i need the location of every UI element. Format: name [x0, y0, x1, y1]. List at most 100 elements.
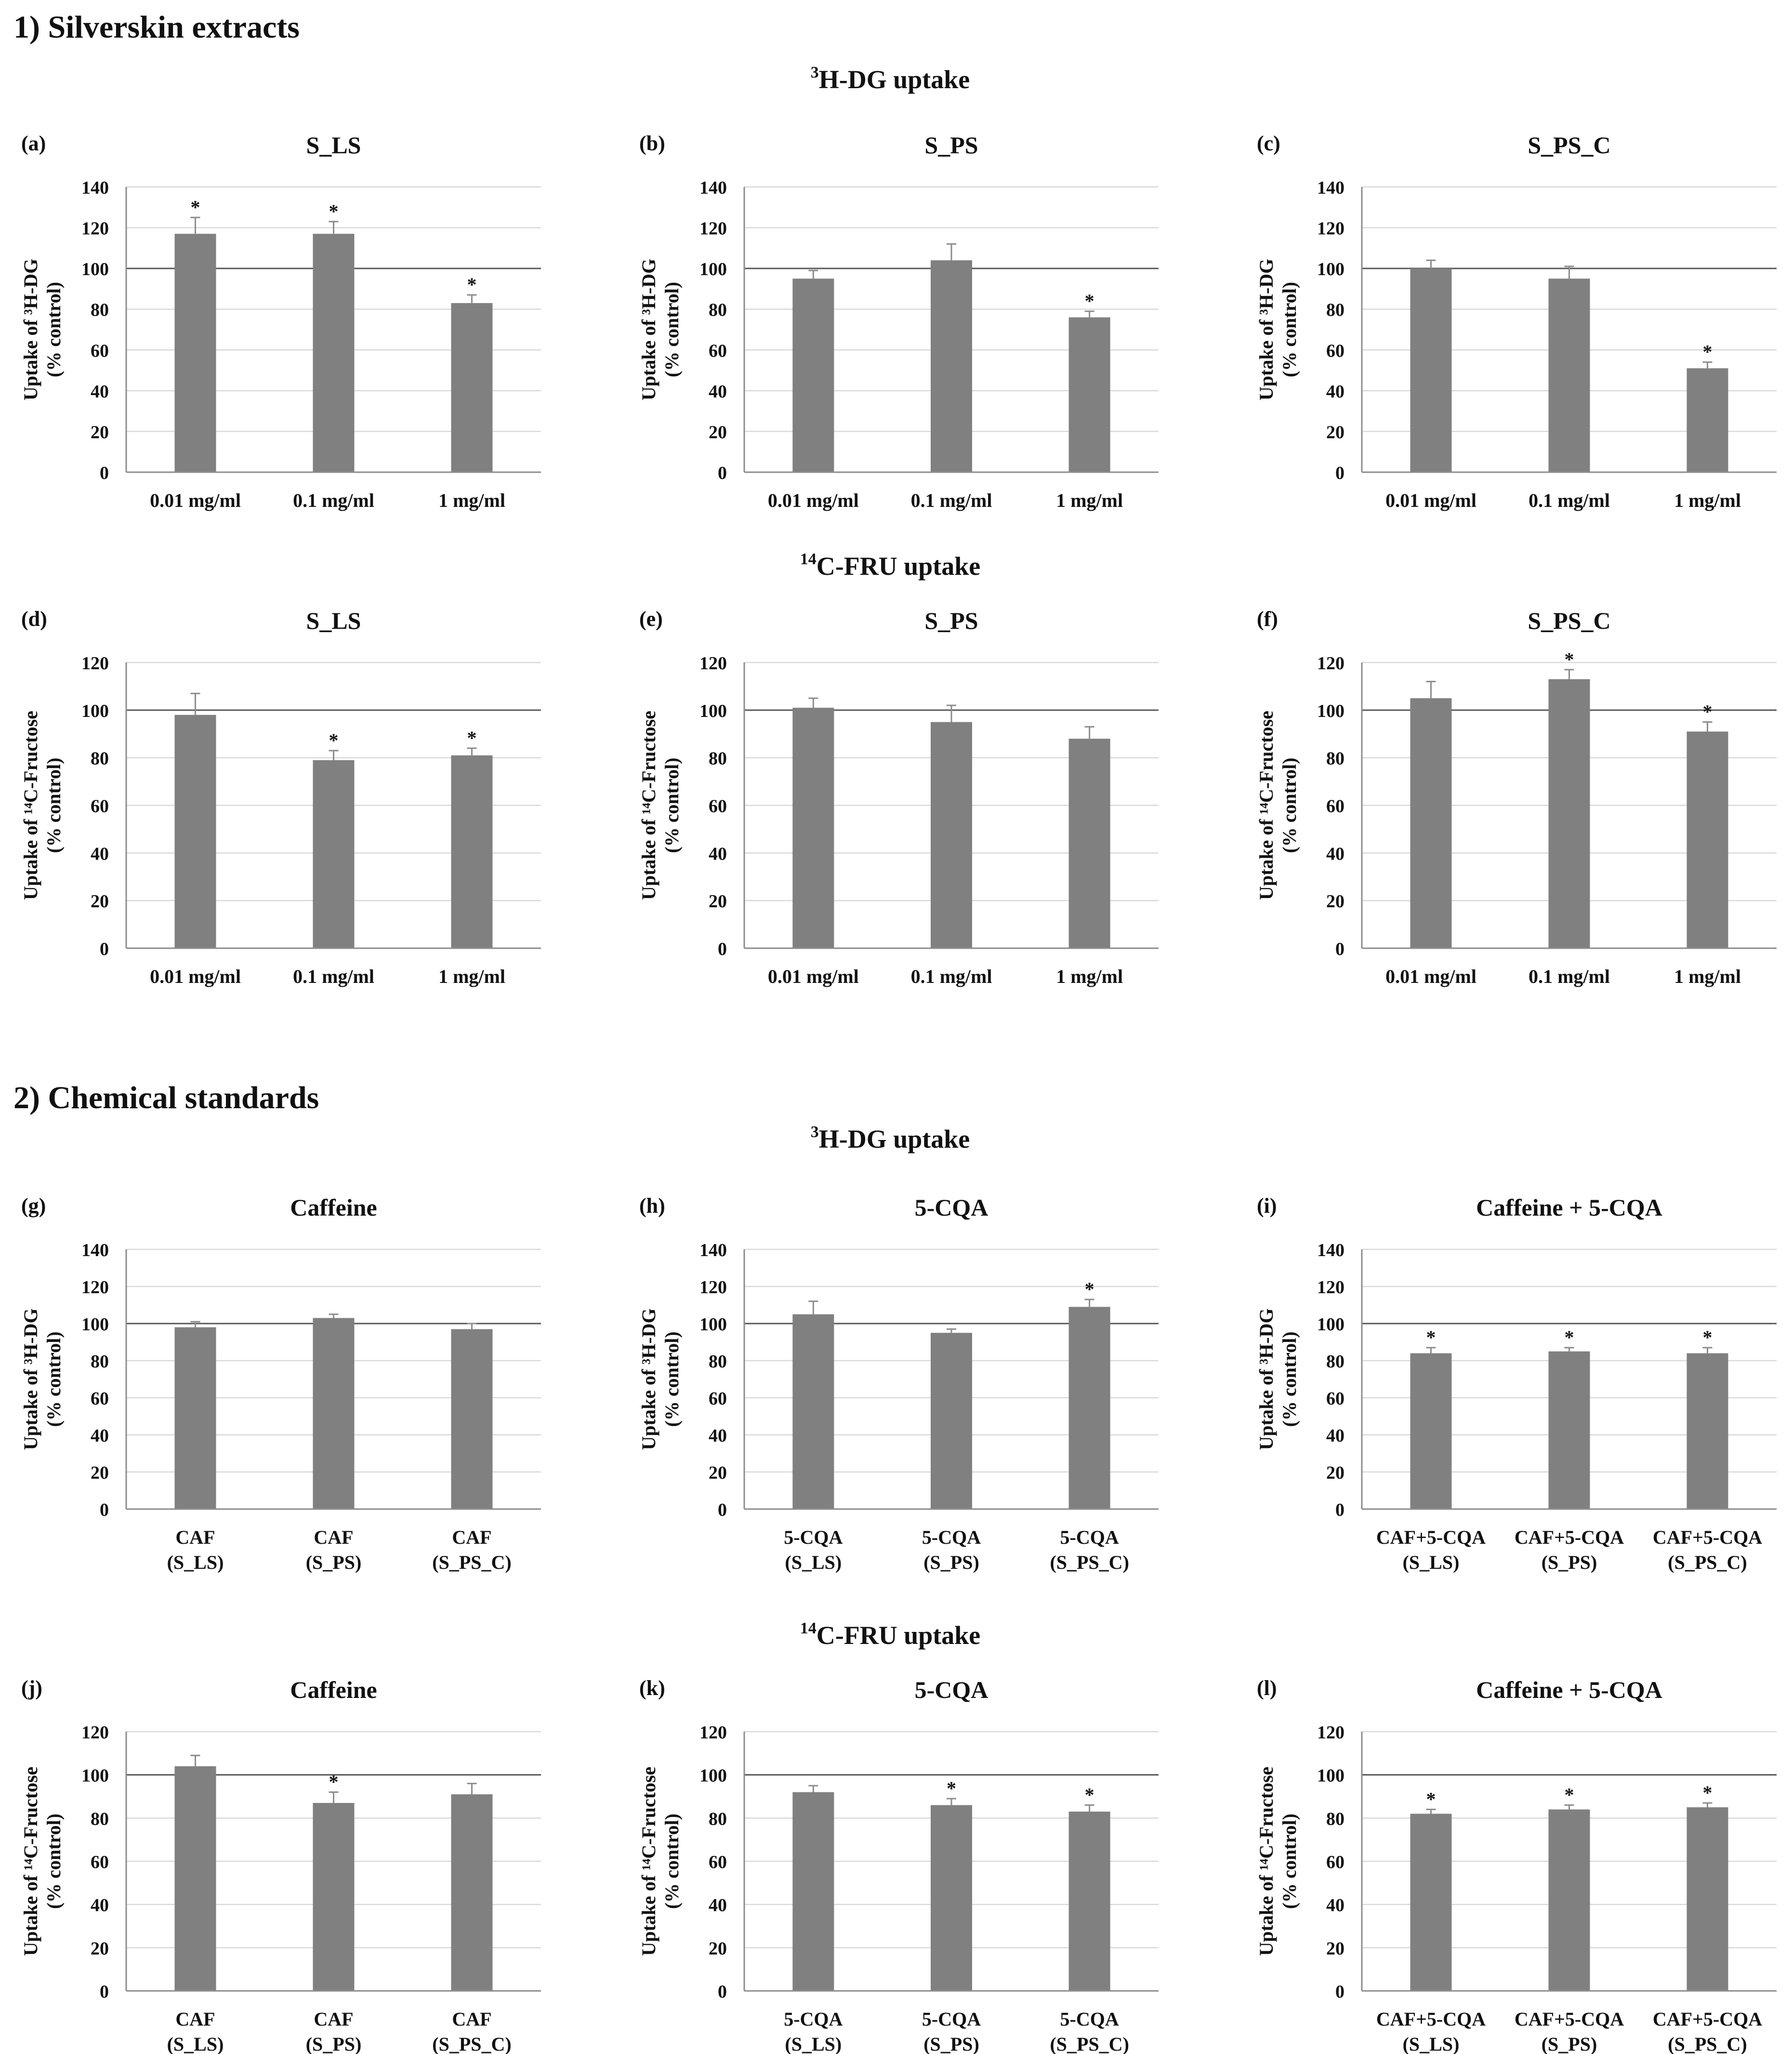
x-tick-label: 1 mg/ml — [438, 966, 505, 987]
y-axis-label-line: Uptake of ³H-DG — [638, 259, 659, 400]
x-tick-label-line: (S_PS_C) — [432, 1551, 511, 1573]
y-axis-label: Uptake of ¹⁴C-Fructose(% control) — [1255, 1767, 1300, 1956]
chart-panel: 0 20 40 60 80 100 120 140 0.01 mg/ml 0.1 mg/ml * 1 … — [638, 132, 1159, 511]
bar — [1687, 1807, 1728, 1991]
x-tick-label-line: (S_PS_C) — [1050, 1551, 1129, 1573]
y-tick-label: 20 — [91, 1463, 109, 1483]
x-tick-label-line: (S_PS_C) — [432, 2033, 511, 2054]
chart-panels: 0 20 40 60 80 100 120 140 * 0.01 mg/ml * 0.1 mg/ml *… — [20, 132, 1777, 2054]
chart-panel: 0 20 40 60 80 100 120 140 * 0.01 mg/ml * 0.1 mg/ml *… — [20, 132, 541, 511]
y-tick-label: 40 — [91, 1426, 109, 1446]
panel-letter: (c) — [1257, 132, 1280, 155]
bar — [792, 707, 834, 948]
panel-title: S_LS — [306, 132, 361, 159]
x-tick-label: 0.1 mg/ml — [293, 490, 374, 511]
y-tick-label: 0 — [1335, 1500, 1344, 1520]
panel-title: 5-CQA — [915, 1194, 988, 1221]
bar — [1687, 368, 1728, 472]
y-tick-label: 20 — [709, 891, 727, 912]
bar — [174, 715, 216, 948]
x-tick-label-line: 0.01 mg/ml — [768, 490, 859, 511]
x-tick-label: 1 mg/ml — [1056, 490, 1123, 511]
significance-marker: * — [1085, 1784, 1094, 1805]
bar — [1068, 317, 1110, 472]
subtitle-dg-uptake-2: 3H-DG uptake — [811, 1123, 970, 1153]
y-axis-label-line: (% control) — [43, 1331, 65, 1427]
y-tick-label: 0 — [718, 939, 727, 959]
x-tick-label: 0.1 mg/ml — [911, 490, 992, 511]
significance-marker: * — [1703, 341, 1713, 363]
y-tick-label: 0 — [100, 463, 109, 483]
y-axis-label: Uptake of ³H-DG(% control) — [20, 259, 65, 400]
y-tick-label: 20 — [91, 1938, 109, 1959]
x-tick-label-line: (S_LS) — [167, 1551, 224, 1573]
y-tick-label: 120 — [699, 1277, 727, 1298]
x-tick-label: 5-CQA (S_LS) — [784, 2008, 843, 2054]
bar — [1548, 278, 1590, 472]
y-tick-label: 20 — [1326, 1938, 1344, 1959]
y-axis-label-line: Uptake of ¹⁴C-Fructose — [1255, 1767, 1277, 1956]
y-tick-label: 0 — [1335, 1982, 1344, 2002]
y-tick-label: 40 — [91, 382, 109, 402]
x-tick-label-line: 5-CQA — [922, 1526, 981, 1548]
significance-marker: * — [1703, 1782, 1713, 1803]
bar — [451, 1329, 493, 1509]
x-tick-label: 0.1 mg/ml — [1528, 490, 1610, 511]
x-tick-label-line: 0.1 mg/ml — [911, 966, 992, 987]
y-axis-label: Uptake of ¹⁴C-Fructose(% control) — [638, 711, 683, 900]
chart-panel: 0 20 40 60 80 100 120 * CAF+5-CQA (S_LS) * CAF+5-CQ… — [1255, 1676, 1777, 2054]
significance-marker: * — [329, 200, 339, 222]
bar — [931, 1333, 972, 1509]
x-tick-label-line: 5-CQA — [1060, 1526, 1119, 1548]
y-tick-label: 80 — [709, 1809, 727, 1829]
subtitle-superscript: 3 — [811, 64, 819, 81]
x-tick-label-line: 0.01 mg/ml — [768, 966, 859, 987]
x-tick-label-line: (S_PS) — [306, 1551, 362, 1573]
y-tick-label: 60 — [1326, 1852, 1344, 1872]
y-axis-label: Uptake of ³H-DG(% control) — [638, 259, 683, 400]
panel-letter: (h) — [639, 1194, 665, 1218]
y-axis-label-line: (% control) — [1278, 1331, 1300, 1427]
panel-title: Caffeine — [290, 1676, 377, 1703]
y-tick-label: 120 — [1317, 219, 1344, 239]
x-tick-label-line: (S_LS) — [1403, 1551, 1460, 1573]
bar — [1548, 1351, 1590, 1509]
bar — [451, 1794, 493, 1991]
y-tick-label: 80 — [1326, 1809, 1344, 1829]
y-axis-label-line: (% control) — [43, 282, 65, 377]
panel-letter: (j) — [21, 1676, 42, 1700]
bar — [1410, 698, 1452, 948]
bar — [931, 260, 972, 472]
x-tick-label-line: (S_LS) — [785, 1551, 842, 1573]
significance-marker: * — [1703, 701, 1713, 723]
y-tick-label: 60 — [91, 1852, 109, 1872]
significance-marker: * — [947, 1777, 956, 1799]
bar — [313, 760, 355, 948]
x-tick-label-line: 5-CQA — [784, 1526, 843, 1548]
bar — [174, 1327, 216, 1509]
x-tick-label-line: CAF+5-CQA — [1653, 2008, 1762, 2030]
y-tick-label: 40 — [709, 1895, 727, 1916]
y-tick-label: 40 — [709, 382, 727, 402]
panel-letter: (g) — [21, 1194, 46, 1218]
chart-panel: 0 20 40 60 80 100 120 140 0.01 mg/ml 0.1 mg/ml * 1 … — [1255, 132, 1777, 511]
y-tick-label: 100 — [699, 1314, 727, 1335]
bar — [313, 234, 355, 472]
y-tick-label: 100 — [699, 701, 727, 721]
y-tick-label: 100 — [81, 701, 109, 721]
x-tick-label: 0.1 mg/ml — [293, 966, 374, 987]
x-tick-label-line: CAF — [175, 2008, 215, 2030]
x-tick-label: 0.01 mg/ml — [1385, 490, 1476, 511]
x-tick-label-line: (S_PS) — [923, 2033, 979, 2054]
x-tick-label-line: CAF+5-CQA — [1515, 1526, 1624, 1548]
y-tick-label: 140 — [699, 178, 727, 198]
bar — [792, 1792, 834, 1991]
y-tick-label: 60 — [1326, 341, 1344, 361]
y-tick-label: 40 — [1326, 382, 1344, 402]
x-tick-label-line: (S_PS) — [1542, 2033, 1597, 2054]
x-tick-label-line: 0.1 mg/ml — [911, 490, 992, 511]
y-tick-label: 140 — [81, 178, 109, 198]
y-tick-label: 120 — [699, 1723, 727, 1743]
y-axis-label: Uptake of ¹⁴C-Fructose(% control) — [1255, 711, 1300, 900]
subtitle-text: H-DG uptake — [819, 1125, 970, 1153]
